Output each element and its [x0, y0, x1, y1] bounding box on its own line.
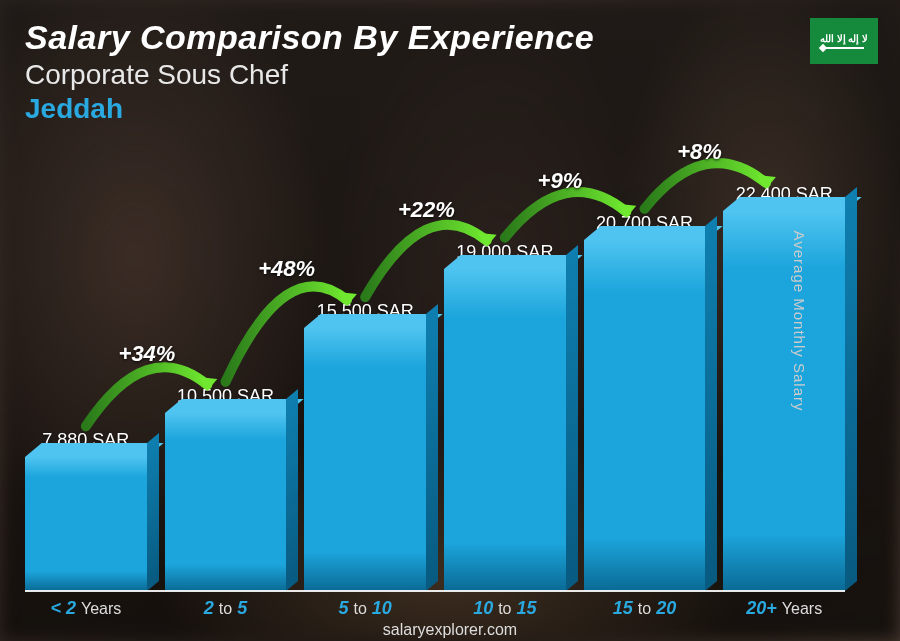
bar-group: 20,700 SAR	[584, 213, 706, 591]
bar-group: 22,400 SAR	[723, 184, 845, 591]
x-axis-label: < 2 Years	[25, 598, 147, 619]
pct-increase-badge: +22%	[398, 197, 455, 223]
chart-subtitle: Corporate Sous Chef	[25, 59, 594, 91]
pct-increase-badge: +48%	[258, 256, 315, 282]
pct-increase-badge: +9%	[538, 168, 583, 194]
bar	[304, 328, 426, 591]
pct-increase-badge: +8%	[677, 139, 722, 165]
x-axis: < 2 Years 2 to 5 5 to 10 10 to 15 15 to 20 20…	[25, 590, 845, 619]
x-axis-label: 10 to 15	[444, 598, 566, 619]
footer-attribution: salaryexplorer.com	[0, 621, 900, 639]
bar	[584, 240, 706, 591]
x-axis-label: 20+ Years	[723, 598, 845, 619]
bar-group: 19,000 SAR	[444, 242, 566, 591]
bar-group: 7,880 SAR	[25, 430, 147, 591]
flag-script: لا إله إلا الله	[820, 33, 868, 44]
bar	[723, 211, 845, 591]
chart-header: Salary Comparison By Experience Corporat…	[25, 18, 594, 125]
chart-title: Salary Comparison By Experience	[25, 18, 594, 57]
bar	[444, 269, 566, 591]
x-axis-label: 2 to 5	[165, 598, 287, 619]
flag-saudi-arabia: لا إله إلا الله	[810, 18, 878, 64]
bar	[165, 413, 287, 591]
x-axis-label: 15 to 20	[584, 598, 706, 619]
flag-sword-icon	[824, 47, 864, 49]
pct-increase-badge: +34%	[119, 341, 176, 367]
x-axis-label: 5 to 10	[304, 598, 426, 619]
bar-group: 15,500 SAR	[304, 301, 426, 591]
bar	[25, 457, 147, 591]
chart-location: Jeddah	[25, 93, 594, 125]
y-axis-label: Average Monthly Salary	[791, 230, 808, 411]
bar-group: 10,500 SAR	[165, 386, 287, 591]
